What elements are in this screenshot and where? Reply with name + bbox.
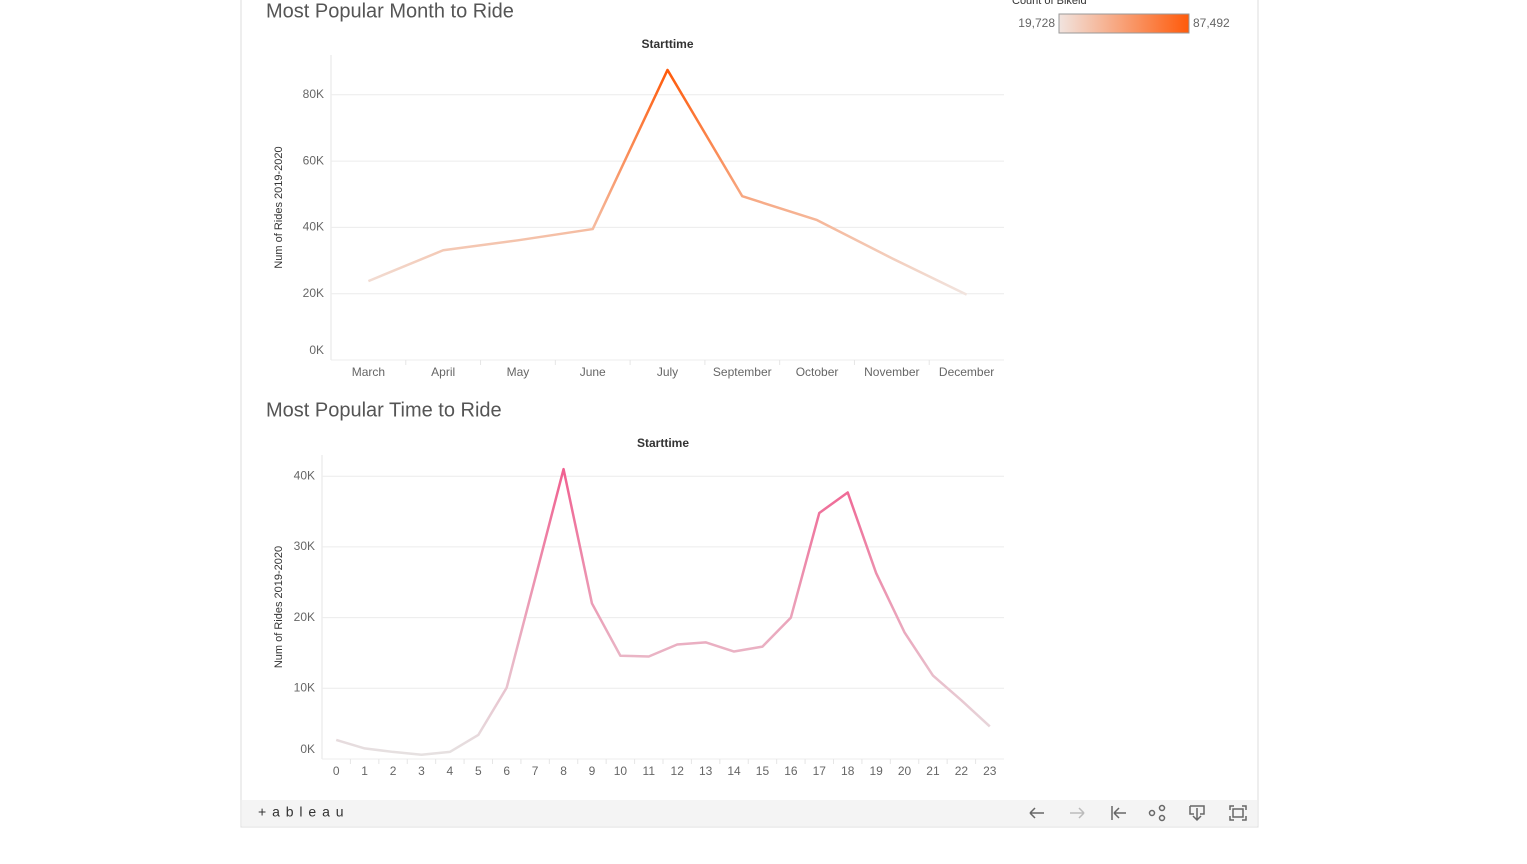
x-tick-label: December: [939, 365, 994, 379]
chart-title: Most Popular Month to Ride: [266, 0, 514, 22]
y-tick-label: 80K: [303, 87, 324, 101]
y-tick-label: 0K: [309, 343, 324, 357]
x-tick-label: 13: [699, 764, 713, 778]
y-tick-label: 30K: [294, 539, 315, 553]
x-tick-label: March: [352, 365, 385, 379]
undo[interactable]: [1029, 807, 1044, 819]
y-tick-label: 20K: [303, 286, 324, 300]
y-tick-label: 40K: [294, 468, 315, 482]
x-tick-label: 16: [784, 764, 798, 778]
line: [335, 467, 991, 757]
x-tick-label: 23: [983, 764, 997, 778]
column-header: Starttime: [637, 436, 689, 450]
x-tick-label: 8: [560, 764, 567, 778]
x-tick-label: 6: [503, 764, 510, 778]
x-tick-label: 19: [869, 764, 883, 778]
column-header: Starttime: [641, 37, 693, 51]
x-tick-label: 14: [727, 764, 741, 778]
x-tick-label: June: [580, 365, 606, 379]
x-tick-label: October: [796, 365, 839, 379]
legend-title: Count of Bikeid: [1012, 0, 1087, 7]
x-tick-label: 18: [841, 764, 855, 778]
y-axis-title: Num of Rides 2019-2020: [273, 146, 285, 268]
legend-min: 19,728: [1018, 16, 1055, 30]
download[interactable]: [1189, 805, 1205, 822]
x-tick-label: 5: [475, 764, 482, 778]
line: [367, 68, 968, 296]
y-tick-label: 60K: [303, 153, 324, 167]
x-tick-label: 11: [643, 764, 656, 778]
dashboard-frame: [240, 0, 1259, 828]
y-tick-label: 10K: [294, 680, 315, 694]
share[interactable]: [1148, 809, 1156, 817]
y-tick-label: 0K: [300, 742, 315, 756]
x-tick-label: 9: [589, 764, 596, 778]
x-tick-label: 20: [898, 764, 912, 778]
x-tick-label: 17: [813, 764, 827, 778]
x-tick-label: 22: [955, 764, 969, 778]
x-tick-label: 21: [926, 764, 940, 778]
y-axis-title: Num of Rides 2019-2020: [273, 546, 285, 668]
legend-max: 87,492: [1193, 16, 1230, 30]
x-tick-label: 3: [418, 764, 425, 778]
chart-title: Most Popular Time to Ride: [266, 399, 502, 421]
toolbar-icons[interactable]: [1029, 804, 1247, 822]
x-tick-label: 15: [756, 764, 770, 778]
x-tick-label: 10: [614, 764, 628, 778]
redo[interactable]: [1070, 807, 1085, 819]
x-tick-label: May: [507, 365, 530, 379]
x-tick-label: 12: [671, 764, 685, 778]
toolbar: [242, 800, 1257, 826]
legend-bar: [1058, 13, 1190, 34]
x-tick-label: April: [431, 365, 455, 379]
x-tick-label: 7: [532, 764, 539, 778]
x-tick-label: 1: [361, 764, 368, 778]
x-tick-label: 0: [333, 764, 340, 778]
fullscreen[interactable]: [1229, 805, 1247, 821]
brand: + a b l e a u: [258, 804, 345, 820]
x-tick-label: November: [864, 365, 919, 379]
y-tick-label: 20K: [294, 610, 315, 624]
revert[interactable]: [1111, 806, 1126, 820]
x-tick-label: September: [713, 365, 772, 379]
x-tick-label: 2: [390, 764, 397, 778]
x-tick-label: July: [657, 365, 678, 379]
y-tick-label: 40K: [303, 220, 324, 234]
x-tick-label: 4: [447, 764, 454, 778]
